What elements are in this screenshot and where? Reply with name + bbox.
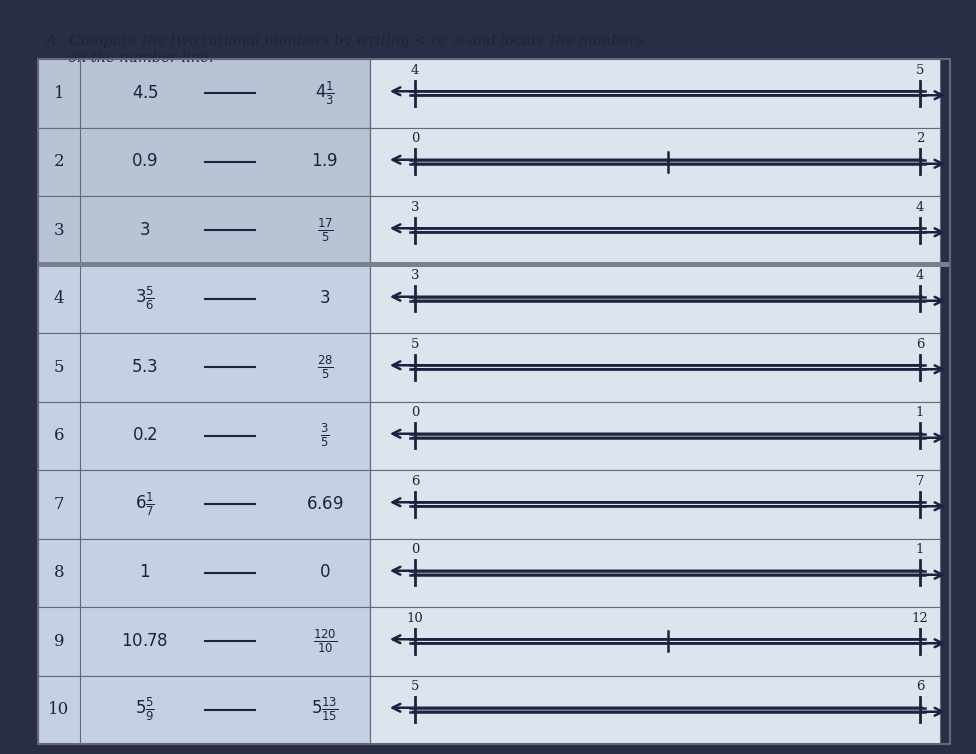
Bar [38, 265, 370, 333]
Bar [370, 127, 940, 196]
Text: 6: 6 [915, 680, 924, 694]
Text: 0: 0 [411, 406, 419, 419]
Text: 6: 6 [915, 338, 924, 351]
Text: $5\frac{5}{9}$: $5\frac{5}{9}$ [135, 696, 155, 723]
Bar [38, 127, 370, 196]
Text: 7: 7 [54, 495, 64, 513]
Text: 9: 9 [54, 633, 64, 650]
Text: $6.69$: $6.69$ [306, 495, 344, 513]
Text: $3$: $3$ [140, 222, 150, 239]
Text: on the number line.: on the number line. [45, 51, 214, 65]
Bar [38, 470, 370, 538]
Text: 1: 1 [915, 406, 924, 419]
Text: 2: 2 [54, 153, 64, 170]
Bar [38, 262, 950, 266]
Bar [370, 333, 940, 401]
Bar [38, 607, 370, 676]
Text: 6: 6 [54, 428, 64, 444]
Text: $\frac{120}{10}$: $\frac{120}{10}$ [313, 627, 337, 655]
Text: 12: 12 [912, 612, 928, 625]
Text: 5: 5 [915, 64, 924, 77]
Text: 10: 10 [407, 612, 424, 625]
Text: A.  Compare the two rational numbers by writing < or > and locate the numbers: A. Compare the two rational numbers by w… [45, 34, 644, 48]
Text: 4: 4 [54, 290, 64, 307]
Bar [370, 196, 940, 265]
Bar [38, 59, 370, 127]
Text: $6\frac{1}{7}$: $6\frac{1}{7}$ [135, 491, 155, 518]
Text: $10.78$: $10.78$ [121, 633, 169, 650]
Text: $4\frac{1}{3}$: $4\frac{1}{3}$ [315, 79, 335, 107]
Text: 4: 4 [411, 64, 419, 77]
Bar [38, 333, 370, 401]
Bar [38, 401, 370, 470]
Text: $\frac{28}{5}$: $\frac{28}{5}$ [316, 354, 334, 381]
Bar [370, 265, 940, 333]
Text: $4.5$: $4.5$ [132, 84, 158, 102]
Text: $0.2$: $0.2$ [132, 428, 158, 444]
Text: 7: 7 [915, 475, 924, 488]
Text: 1: 1 [915, 544, 924, 556]
Text: 10: 10 [49, 701, 69, 719]
Text: 4: 4 [915, 201, 924, 214]
Bar [38, 538, 370, 607]
Text: $0.9$: $0.9$ [132, 153, 159, 170]
Text: $5\frac{13}{15}$: $5\frac{13}{15}$ [311, 696, 339, 723]
Text: 5: 5 [411, 680, 419, 694]
Text: 0: 0 [411, 133, 419, 146]
Bar [370, 676, 940, 744]
Bar [370, 470, 940, 538]
Text: 1: 1 [54, 84, 64, 102]
Bar [370, 538, 940, 607]
Text: $3$: $3$ [319, 290, 331, 307]
Bar [370, 401, 940, 470]
Text: 5: 5 [411, 338, 419, 351]
Bar [370, 607, 940, 676]
Text: 3: 3 [411, 201, 420, 214]
Text: 6: 6 [411, 475, 420, 488]
Text: 8: 8 [54, 564, 64, 581]
Text: $3\frac{5}{6}$: $3\frac{5}{6}$ [135, 285, 155, 312]
Text: 2: 2 [915, 133, 924, 146]
Bar [38, 196, 370, 265]
Text: $\frac{17}{5}$: $\frac{17}{5}$ [316, 216, 334, 244]
Text: 3: 3 [54, 222, 64, 239]
Text: $0$: $0$ [319, 564, 331, 581]
Text: $1.9$: $1.9$ [311, 153, 339, 170]
Bar [38, 676, 370, 744]
Bar [370, 59, 940, 127]
Text: 3: 3 [411, 269, 420, 283]
Text: 4: 4 [915, 269, 924, 283]
Text: 5: 5 [54, 359, 64, 375]
Text: $\frac{3}{5}$: $\frac{3}{5}$ [320, 422, 330, 449]
Text: 0: 0 [411, 544, 419, 556]
Text: $1$: $1$ [140, 564, 150, 581]
Text: $5.3$: $5.3$ [132, 359, 158, 375]
